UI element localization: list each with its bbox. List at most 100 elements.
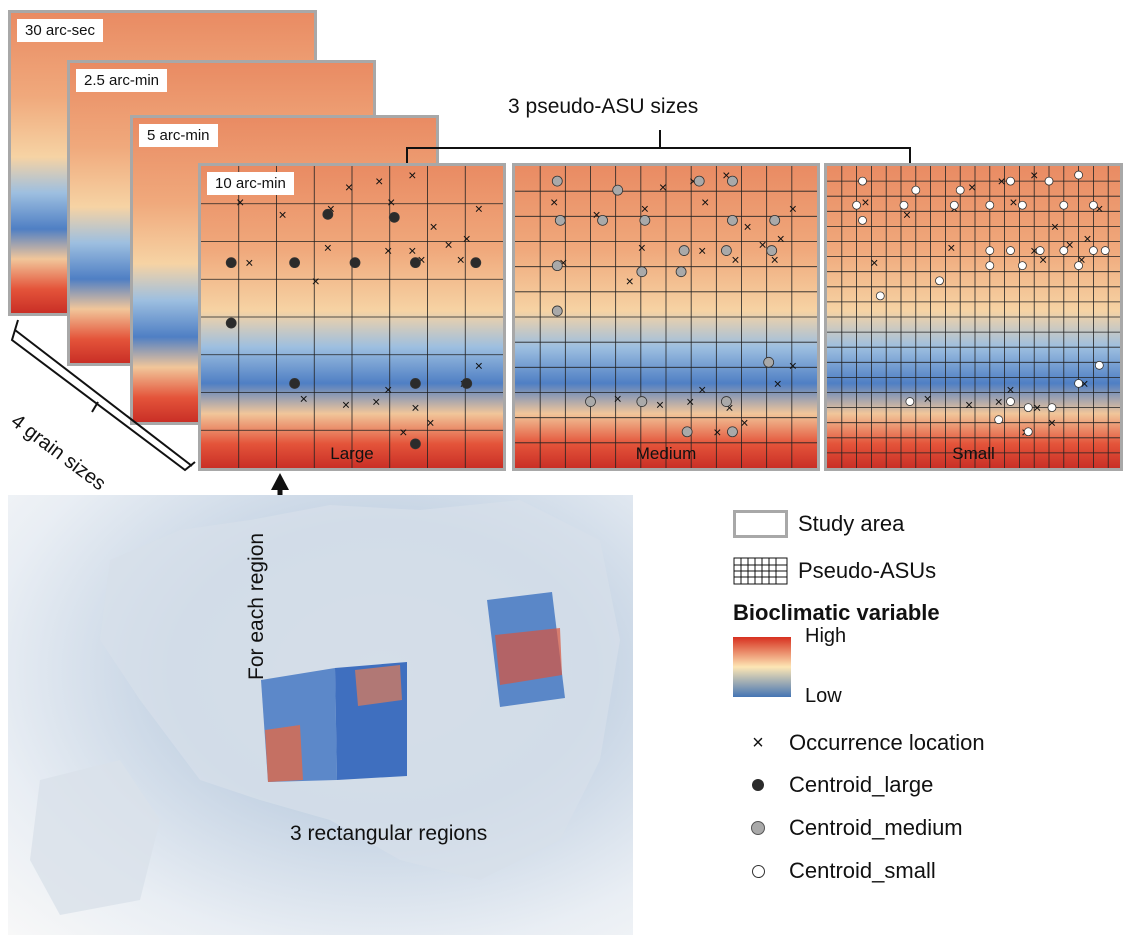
occurrence-mark: ×: [789, 200, 797, 216]
legend-bioclim-title: Bioclimatic variable: [733, 600, 940, 625]
occurrence-mark: ×: [384, 243, 392, 259]
centroid-mark: [551, 260, 563, 272]
occurrence-mark: ×: [245, 255, 253, 271]
occurrence-mark: ×: [870, 255, 878, 271]
occurrence-mark: ×: [656, 397, 664, 413]
occurrence-mark: ×: [689, 173, 697, 189]
occurrence-mark: ×: [342, 397, 350, 413]
panel-label: Large: [330, 444, 374, 463]
centroid-mark: [1006, 397, 1015, 406]
occurrence-mark: ×: [701, 194, 709, 210]
centroid-mark: [858, 215, 867, 225]
centroid-mark: [935, 276, 944, 286]
legend-centroid-small: Centroid_small: [733, 858, 936, 884]
occurrence-mark: ×: [725, 400, 733, 416]
legend-low: Low: [805, 685, 842, 707]
occurrence-mark: ×: [372, 394, 380, 410]
centroid-mark: [225, 257, 237, 269]
centroid-mark: [720, 245, 732, 256]
asu-panel-small: ××××××××××××××××××××××××××× Small: [824, 163, 1123, 471]
arrow-label: For each region: [245, 532, 268, 680]
occurrence-mark: ×: [399, 424, 407, 440]
occurrence-mark: ×: [411, 400, 419, 416]
cross-icon: ×: [752, 731, 764, 754]
centroid-mark: [911, 185, 921, 195]
centroid-mark: [769, 214, 781, 226]
centroid-mark: [289, 257, 301, 269]
centroid-mark: [388, 211, 400, 223]
occurrence-mark: ×: [387, 194, 395, 210]
occurrence-mark: ×: [903, 206, 911, 222]
panel-label: Medium: [635, 444, 697, 463]
centroid-mark: [470, 257, 482, 269]
dark-dot-icon: [752, 779, 764, 791]
regions-caption: 3 rectangular regions: [290, 822, 488, 845]
centroid-mark: [681, 426, 693, 438]
occurrence-mark: ×: [774, 375, 782, 391]
centroid-mark: [1023, 403, 1033, 413]
occurrence-mark: ×: [777, 230, 785, 246]
grey-dot-icon: [751, 821, 765, 835]
occurrence-mark: ×: [740, 415, 748, 431]
legend-centroid-large: Centroid_large: [733, 772, 933, 798]
occurrence-mark: ×: [1066, 237, 1074, 253]
occurrence-mark: ×: [924, 391, 932, 407]
centroid-mark: [727, 214, 738, 226]
centroid-mark: [612, 184, 624, 196]
occurrence-mark: ×: [384, 381, 392, 397]
occurrence-mark: ×: [324, 240, 332, 256]
occurrence-mark: ×: [789, 357, 797, 373]
centroid-mark: [899, 200, 909, 210]
occurrence-mark: ×: [327, 200, 335, 216]
asu-panel-large: 10 arc-min ××××××××××××××××××××××××××× L…: [198, 163, 506, 471]
occurrence-mark: ×: [408, 167, 416, 183]
centroid-mark: [1088, 200, 1098, 210]
occurrence-mark: ×: [686, 394, 694, 410]
centroid-mark: [1044, 176, 1054, 186]
centroid-mark: [1017, 200, 1027, 210]
grain-label: 5 arc-min: [139, 124, 218, 147]
centroid-mark: [727, 426, 738, 438]
centroid-mark: [1074, 379, 1084, 388]
occurrence-mark: ×: [463, 230, 471, 246]
occurrence-mark: ×: [1039, 252, 1047, 268]
occurrence-mark: ×: [457, 252, 465, 268]
centroid-mark: [1023, 427, 1033, 437]
pseudo-asu-grid: ×××××××××××××××××××××××××××: [827, 166, 1120, 468]
centroid-mark: [852, 200, 862, 210]
pseudo-asu-grid: ×××××××××××××××××××××××××××: [201, 166, 503, 468]
centroid-mark: [994, 415, 1004, 425]
centroid-mark: [554, 214, 566, 226]
centroid-mark: [1074, 261, 1084, 271]
occurrence-mark: ×: [626, 273, 634, 289]
occurrence-mark: ×: [1033, 400, 1041, 416]
centroid-mark: [763, 356, 775, 368]
asu-sizes-caption: 3 pseudo-ASU sizes: [508, 95, 699, 118]
centroid-mark: [1059, 200, 1069, 210]
grain-label: 10 arc-min: [207, 172, 294, 195]
occurrence-mark: ×: [743, 218, 751, 234]
study-area-swatch: [733, 510, 788, 538]
centroid-mark: [1100, 246, 1110, 255]
europe-map: [8, 495, 633, 935]
centroid-mark: [636, 396, 648, 407]
centroid-mark: [410, 378, 421, 389]
centroid-mark: [1047, 403, 1057, 413]
centroid-mark: [585, 396, 596, 407]
centroid-mark: [985, 261, 995, 271]
occurrence-mark: ×: [426, 415, 434, 431]
asu-panel-medium: ××××××××××××××××××××××××××× Medium: [512, 163, 820, 471]
occurrence-mark: ×: [759, 237, 767, 253]
centroid-mark: [551, 175, 563, 187]
centroid-mark: [1059, 246, 1069, 255]
occurrence-mark: ×: [698, 243, 706, 259]
centroid-mark: [905, 397, 915, 406]
occurrence-mark: ×: [947, 240, 955, 256]
centroid-mark: [410, 438, 421, 450]
centroid-mark: [551, 305, 563, 317]
occurrence-mark: ×: [312, 273, 320, 289]
occurrence-mark: ×: [1006, 381, 1014, 397]
legend-centroid-medium: Centroid_medium: [733, 815, 963, 841]
occurrence-mark: ×: [417, 252, 425, 268]
occurrence-mark: ×: [698, 381, 706, 397]
